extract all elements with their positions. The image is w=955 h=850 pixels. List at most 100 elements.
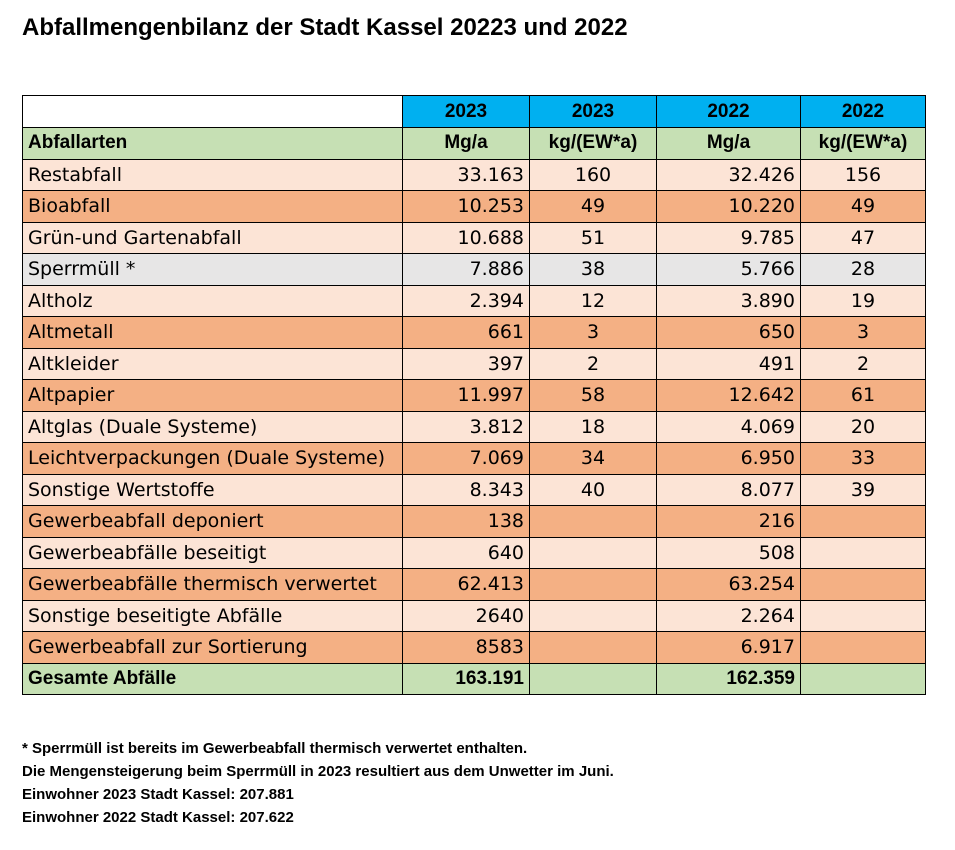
value-kg-2023: 34	[529, 442, 657, 475]
value-kg-2022	[800, 568, 926, 601]
year-header-2023-mg: 2023	[402, 95, 530, 128]
value-kg-2023	[529, 536, 657, 569]
unit-header-row: Abfallarten Mg/a kg/(EW*a) Mg/a kg/(EW*a…	[22, 127, 926, 160]
value-mg-2022: 4.069	[656, 410, 801, 443]
waste-type-name: Sonstige Wertstoffe	[22, 473, 403, 506]
total-label: Gesamte Abfälle	[22, 662, 403, 695]
total-kg-2023	[529, 662, 657, 695]
table-row: Altholz 2.394 12 3.890 19	[22, 284, 926, 317]
waste-type-name: Gewerbeabfall zur Sortierung	[22, 631, 403, 664]
value-kg-2022: 3	[800, 316, 926, 349]
value-mg-2022: 650	[656, 316, 801, 349]
table-row: Altpapier 11.997 58 12.642 61	[22, 379, 926, 412]
value-kg-2023: 18	[529, 410, 657, 443]
footnote-einwohner-2023: Einwohner 2023 Stadt Kassel: 207.881	[22, 786, 294, 803]
waste-type-name: Altpapier	[22, 379, 403, 412]
table-row: Altglas (Duale Systeme) 3.812 18 4.069 20	[22, 410, 926, 443]
column-label-abfallarten: Abfallarten	[22, 127, 403, 160]
total-row: Gesamte Abfälle 163.191 162.359	[22, 662, 926, 695]
table-row: Altmetall 661 3 650 3	[22, 316, 926, 349]
value-kg-2023: 38	[529, 253, 657, 286]
value-kg-2022	[800, 536, 926, 569]
year-header-row: 2023 2023 2022 2022	[22, 95, 926, 128]
value-mg-2023: 8583	[402, 631, 530, 664]
value-mg-2022: 3.890	[656, 284, 801, 317]
value-kg-2022	[800, 505, 926, 538]
year-header-2023-kg: 2023	[529, 95, 657, 128]
table-row: Restabfall 33.163 160 32.426 156	[22, 158, 926, 191]
value-mg-2023: 2640	[402, 599, 530, 632]
waste-type-name: Sperrmüll *	[22, 253, 403, 286]
value-mg-2023: 397	[402, 347, 530, 380]
waste-type-name: Altglas (Duale Systeme)	[22, 410, 403, 443]
value-mg-2022: 6.950	[656, 442, 801, 475]
unit-2023-kg: kg/(EW*a)	[529, 127, 657, 160]
value-kg-2022: 39	[800, 473, 926, 506]
value-mg-2022: 216	[656, 505, 801, 538]
waste-type-name: Altmetall	[22, 316, 403, 349]
value-kg-2022: 28	[800, 253, 926, 286]
waste-type-name: Gewerbeabfälle thermisch verwertet	[22, 568, 403, 601]
waste-type-name: Altkleider	[22, 347, 403, 380]
value-kg-2022: 47	[800, 221, 926, 254]
value-mg-2023: 3.812	[402, 410, 530, 443]
value-kg-2023: 58	[529, 379, 657, 412]
value-mg-2023: 11.997	[402, 379, 530, 412]
value-mg-2023: 33.163	[402, 158, 530, 191]
footnote-einwohner-2022: Einwohner 2022 Stadt Kassel: 207.622	[22, 809, 294, 826]
value-mg-2022: 12.642	[656, 379, 801, 412]
value-kg-2022: 61	[800, 379, 926, 412]
waste-type-name: Grün-und Gartenabfall	[22, 221, 403, 254]
value-kg-2022: 2	[800, 347, 926, 380]
table-row: Sperrmüll * 7.886 38 5.766 28	[22, 253, 926, 286]
value-kg-2023: 40	[529, 473, 657, 506]
value-mg-2023: 640	[402, 536, 530, 569]
value-mg-2022: 8.077	[656, 473, 801, 506]
value-kg-2023	[529, 631, 657, 664]
table-row: Gewerbeabfälle beseitigt 640 508	[22, 536, 926, 569]
total-mg-2022: 162.359	[656, 662, 801, 695]
value-kg-2022: 19	[800, 284, 926, 317]
value-kg-2022: 49	[800, 190, 926, 223]
year-header-2022-kg: 2022	[800, 95, 926, 128]
value-kg-2023: 51	[529, 221, 657, 254]
footnote-unwetter: Die Mengensteigerung beim Sperrmüll in 2…	[22, 763, 614, 780]
value-mg-2023: 10.688	[402, 221, 530, 254]
value-kg-2023	[529, 568, 657, 601]
waste-type-name: Bioabfall	[22, 190, 403, 223]
value-kg-2022	[800, 631, 926, 664]
footnotes: * Sperrmüll ist bereits im Gewerbeabfall…	[22, 737, 614, 829]
value-mg-2023: 10.253	[402, 190, 530, 223]
value-kg-2023	[529, 599, 657, 632]
value-mg-2023: 8.343	[402, 473, 530, 506]
value-kg-2022	[800, 599, 926, 632]
value-mg-2023: 7.886	[402, 253, 530, 286]
value-mg-2023: 62.413	[402, 568, 530, 601]
value-mg-2022: 63.254	[656, 568, 801, 601]
year-header-2022-mg: 2022	[656, 95, 801, 128]
page-title: Abfallmengenbilanz der Stadt Kassel 2022…	[22, 14, 628, 41]
waste-type-name: Gewerbeabfall deponiert	[22, 505, 403, 538]
blank-header-cell	[22, 95, 403, 128]
value-kg-2023: 3	[529, 316, 657, 349]
value-mg-2023: 7.069	[402, 442, 530, 475]
table-row: Grün-und Gartenabfall 10.688 51 9.785 47	[22, 221, 926, 254]
value-mg-2022: 5.766	[656, 253, 801, 286]
table-row: Sonstige Wertstoffe 8.343 40 8.077 39	[22, 473, 926, 506]
value-kg-2022: 33	[800, 442, 926, 475]
waste-type-name: Gewerbeabfälle beseitigt	[22, 536, 403, 569]
table-row: Gewerbeabfälle thermisch verwertet 62.413…	[22, 568, 926, 601]
waste-type-name: Restabfall	[22, 158, 403, 191]
value-kg-2023: 2	[529, 347, 657, 380]
unit-2023-mg: Mg/a	[402, 127, 530, 160]
value-kg-2023: 49	[529, 190, 657, 223]
waste-type-name: Leichtverpackungen (Duale Systeme)	[22, 442, 403, 475]
waste-balance-table: 2023 2023 2022 2022 Abfallarten Mg/a kg/…	[22, 95, 926, 695]
unit-2022-kg: kg/(EW*a)	[800, 127, 926, 160]
total-mg-2023: 163.191	[402, 662, 530, 695]
footnote-sperrmuell: * Sperrmüll ist bereits im Gewerbeabfall…	[22, 740, 528, 757]
waste-type-name: Altholz	[22, 284, 403, 317]
value-mg-2022: 9.785	[656, 221, 801, 254]
value-mg-2023: 2.394	[402, 284, 530, 317]
value-mg-2022: 10.220	[656, 190, 801, 223]
